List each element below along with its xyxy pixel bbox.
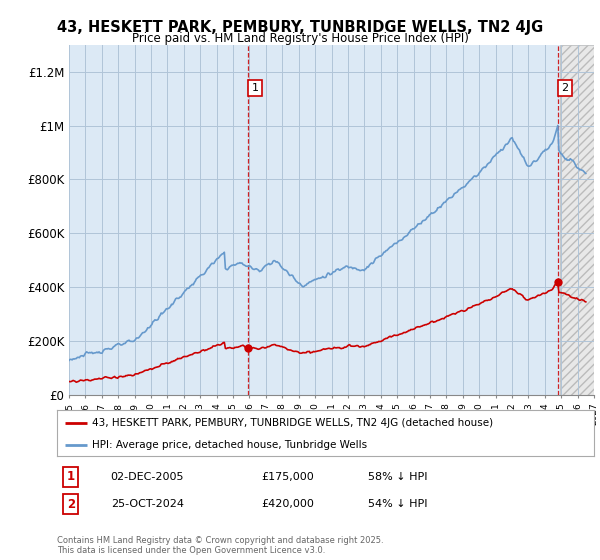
Text: £175,000: £175,000 [261,472,314,482]
Text: 2: 2 [561,83,568,93]
Text: £420,000: £420,000 [261,500,314,509]
Text: Price paid vs. HM Land Registry's House Price Index (HPI): Price paid vs. HM Land Registry's House … [131,32,469,45]
Text: 43, HESKETT PARK, PEMBURY, TUNBRIDGE WELLS, TN2 4JG: 43, HESKETT PARK, PEMBURY, TUNBRIDGE WEL… [57,20,543,35]
Text: 43, HESKETT PARK, PEMBURY, TUNBRIDGE WELLS, TN2 4JG (detached house): 43, HESKETT PARK, PEMBURY, TUNBRIDGE WEL… [92,418,493,428]
Text: 1: 1 [251,83,259,93]
Text: 02-DEC-2005: 02-DEC-2005 [111,472,184,482]
Text: 25-OCT-2024: 25-OCT-2024 [111,500,184,509]
Text: 1: 1 [67,470,75,483]
Text: HPI: Average price, detached house, Tunbridge Wells: HPI: Average price, detached house, Tunb… [92,440,367,450]
Text: 58% ↓ HPI: 58% ↓ HPI [368,472,428,482]
Text: 54% ↓ HPI: 54% ↓ HPI [368,500,428,509]
Text: 2: 2 [67,498,75,511]
Text: Contains HM Land Registry data © Crown copyright and database right 2025.
This d: Contains HM Land Registry data © Crown c… [57,536,383,555]
Bar [560,45,594,395]
